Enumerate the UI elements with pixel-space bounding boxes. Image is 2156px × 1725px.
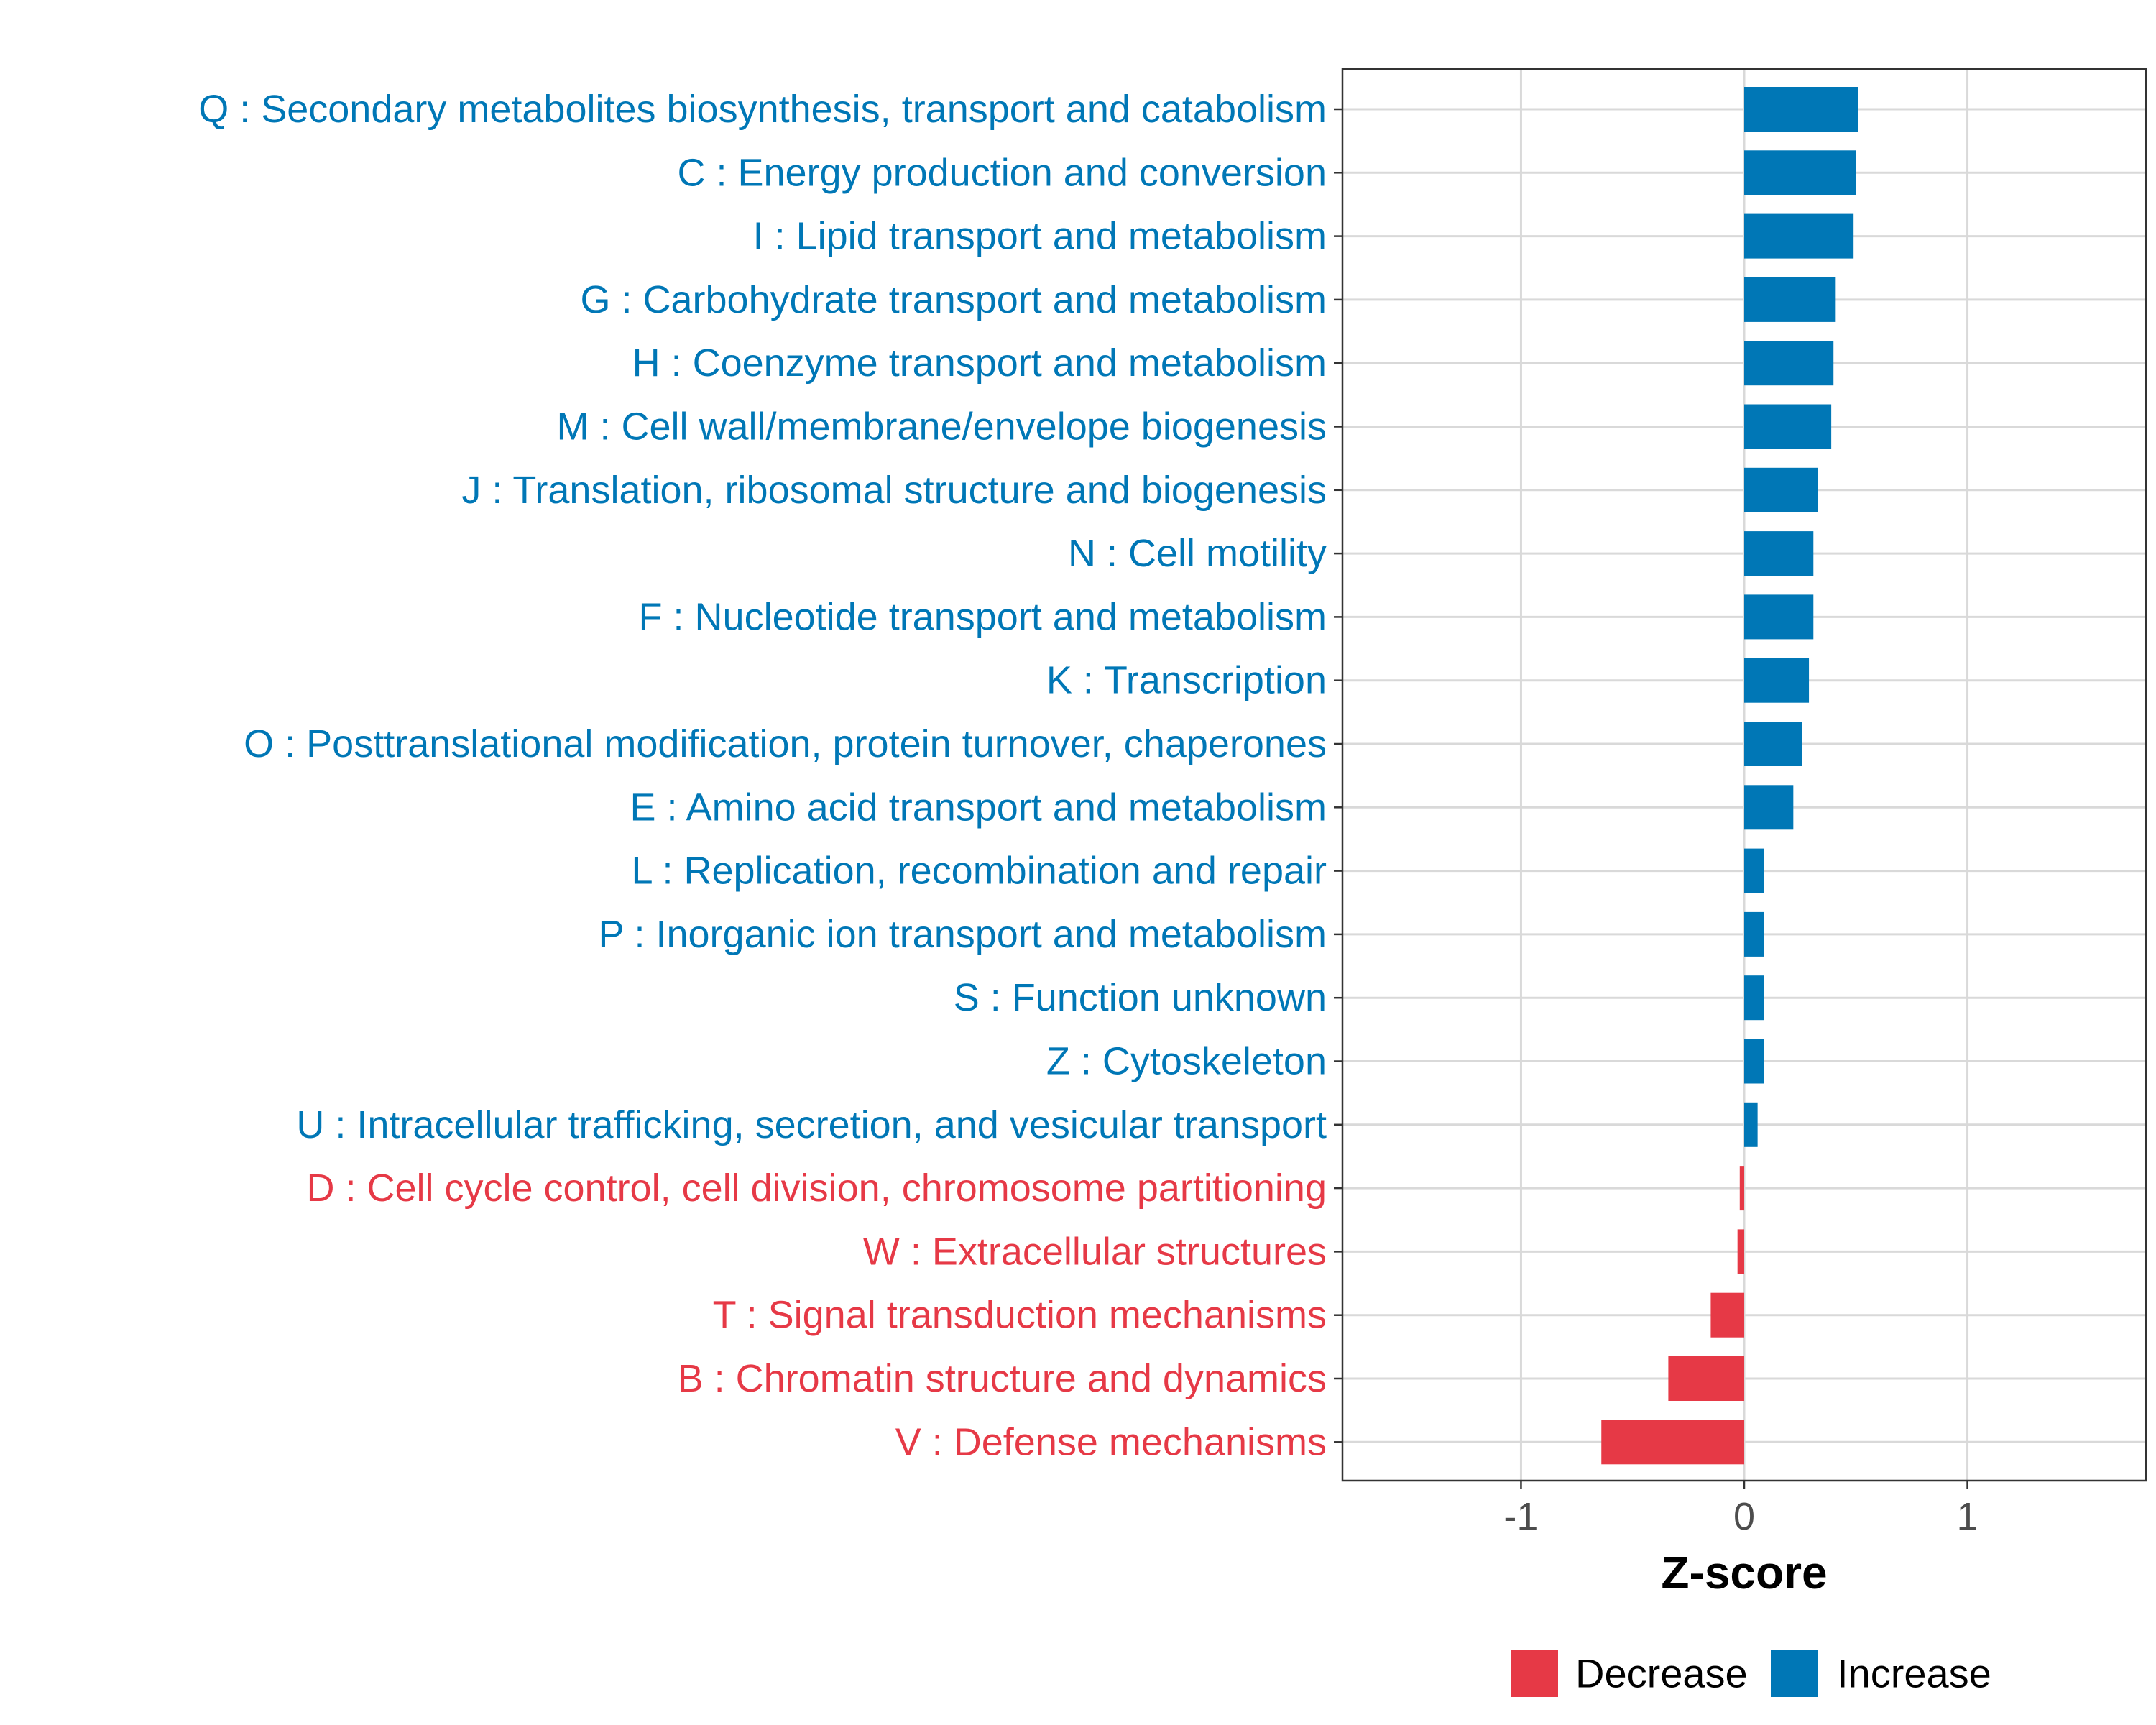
bars <box>1601 87 1858 1465</box>
category-label: T : Signal transduction mechanisms <box>713 1294 1327 1337</box>
bar-k <box>1744 658 1810 703</box>
bar-d <box>1739 1166 1744 1211</box>
bar-w <box>1737 1229 1744 1274</box>
bar-z <box>1744 1039 1764 1084</box>
legend-label-increase: Increase <box>1837 1651 1991 1696</box>
x-axis-ticks: -1 0 1 <box>1503 1481 1978 1538</box>
category-label: Q : Secondary metabolites biosynthesis, … <box>198 88 1327 131</box>
category-label: W : Extracellular structures <box>863 1230 1327 1273</box>
bar-h <box>1744 341 1834 386</box>
bar-s <box>1744 975 1764 1021</box>
bar-t <box>1710 1292 1744 1338</box>
y-axis-labels: Q : Secondary metabolites biosynthesis, … <box>198 88 1327 1463</box>
bar-i <box>1744 213 1854 259</box>
bar-o <box>1744 722 1802 766</box>
category-label: I : Lipid transport and metabolism <box>753 215 1327 258</box>
legend-key-decrease <box>1511 1650 1558 1697</box>
bar-n <box>1744 531 1814 576</box>
legend-label-decrease: Decrease <box>1575 1651 1748 1696</box>
bar-v <box>1601 1420 1744 1465</box>
category-label: N : Cell motility <box>1068 532 1327 575</box>
category-label: Z : Cytoskeleton <box>1046 1040 1327 1083</box>
category-label: L : Replication, recombination and repai… <box>631 850 1327 893</box>
category-label: D : Cell cycle control, cell division, c… <box>306 1167 1327 1210</box>
category-label: M : Cell wall/membrane/envelope biogenes… <box>556 405 1327 448</box>
legend-key-increase <box>1771 1650 1818 1697</box>
bar-p <box>1744 911 1764 957</box>
bar-m <box>1744 404 1832 449</box>
bar-b <box>1668 1356 1744 1401</box>
category-label: E : Amino acid transport and metabolism <box>630 786 1327 829</box>
category-label: P : Inorganic ion transport and metaboli… <box>598 913 1327 956</box>
category-label: O : Posttranslational modification, prot… <box>244 722 1327 765</box>
bar-l <box>1744 848 1764 893</box>
category-label: K : Transcription <box>1046 659 1327 702</box>
bar-j <box>1744 467 1818 512</box>
category-label: U : Intracellular trafficking, secretion… <box>296 1103 1327 1146</box>
category-label: B : Chromatin structure and dynamics <box>678 1357 1327 1400</box>
category-label: C : Energy production and conversion <box>677 151 1327 194</box>
category-label: H : Coenzyme transport and metabolism <box>632 341 1327 385</box>
x-axis-title: Z-score <box>1661 1547 1827 1598</box>
category-label: G : Carbohydrate transport and metabolis… <box>581 278 1327 321</box>
x-tick-label: 1 <box>1957 1495 1978 1538</box>
bar-g <box>1744 277 1836 322</box>
legend: Decrease Increase <box>1511 1650 1991 1697</box>
category-label: J : Translation, ribosomal structure and… <box>461 469 1327 512</box>
category-label: F : Nucleotide transport and metabolism <box>639 595 1327 638</box>
bar-f <box>1744 594 1814 640</box>
category-label: V : Defense mechanisms <box>895 1420 1327 1463</box>
bar-u <box>1744 1102 1758 1147</box>
category-label: S : Function unknown <box>954 976 1327 1019</box>
bar-e <box>1744 785 1794 830</box>
x-tick-label: 0 <box>1733 1495 1755 1538</box>
bar-c <box>1744 150 1856 196</box>
bar-q <box>1744 87 1858 132</box>
y-axis-ticks <box>1334 108 1342 1443</box>
x-tick-label: -1 <box>1503 1495 1538 1538</box>
